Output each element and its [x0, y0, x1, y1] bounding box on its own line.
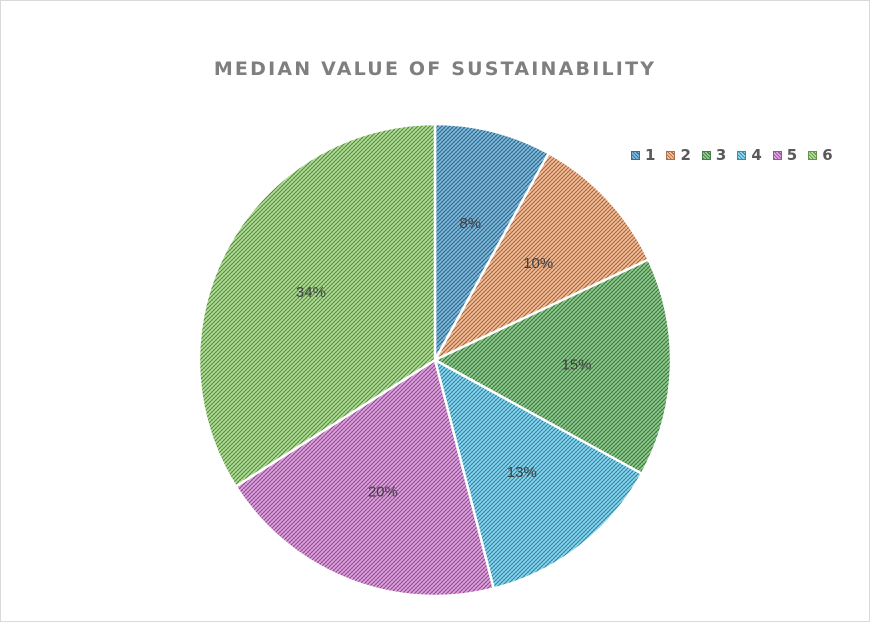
legend-item-6: 6	[808, 146, 833, 164]
data-label-6: 34%	[296, 284, 326, 301]
legend-item-4: 4	[737, 146, 762, 164]
chart-title: MEDIAN VALUE OF SUSTAINABILITY	[213, 58, 657, 80]
legend-swatch-4	[737, 150, 747, 160]
pie-slice-6	[197, 122, 437, 489]
data-label-3: 15%	[562, 356, 592, 373]
pie-slice-4	[433, 357, 644, 591]
pie-slice-1	[433, 122, 551, 361]
legend-label-6: 6	[822, 146, 833, 164]
legend-swatch-6	[808, 150, 818, 160]
legend-swatch-3	[701, 150, 711, 160]
legend-swatch-2	[666, 150, 676, 160]
legend-swatch-5	[772, 150, 782, 160]
legend-label-4: 4	[751, 146, 762, 164]
legend-swatch-1	[631, 150, 640, 160]
legend-item-1: 1	[631, 146, 655, 164]
legend-label-3: 3	[715, 146, 727, 164]
pie-slice-2	[432, 151, 651, 363]
legend-label-1: 1	[645, 146, 656, 164]
data-label-1: 8%	[459, 215, 481, 232]
legend-item-2: 2	[666, 146, 691, 164]
legend: 1 2 3 4 5 6	[631, 146, 844, 164]
legend-label-5: 5	[786, 146, 798, 164]
data-label-2: 10%	[523, 255, 553, 272]
legend-label-2: 2	[680, 146, 691, 164]
pie-slice-5	[234, 358, 496, 598]
data-label-4: 13%	[507, 464, 537, 481]
pie-slice-3	[432, 257, 673, 476]
legend-item-5: 5	[772, 146, 798, 164]
legend-item-3: 3	[701, 146, 727, 164]
data-label-5: 20%	[368, 484, 398, 501]
